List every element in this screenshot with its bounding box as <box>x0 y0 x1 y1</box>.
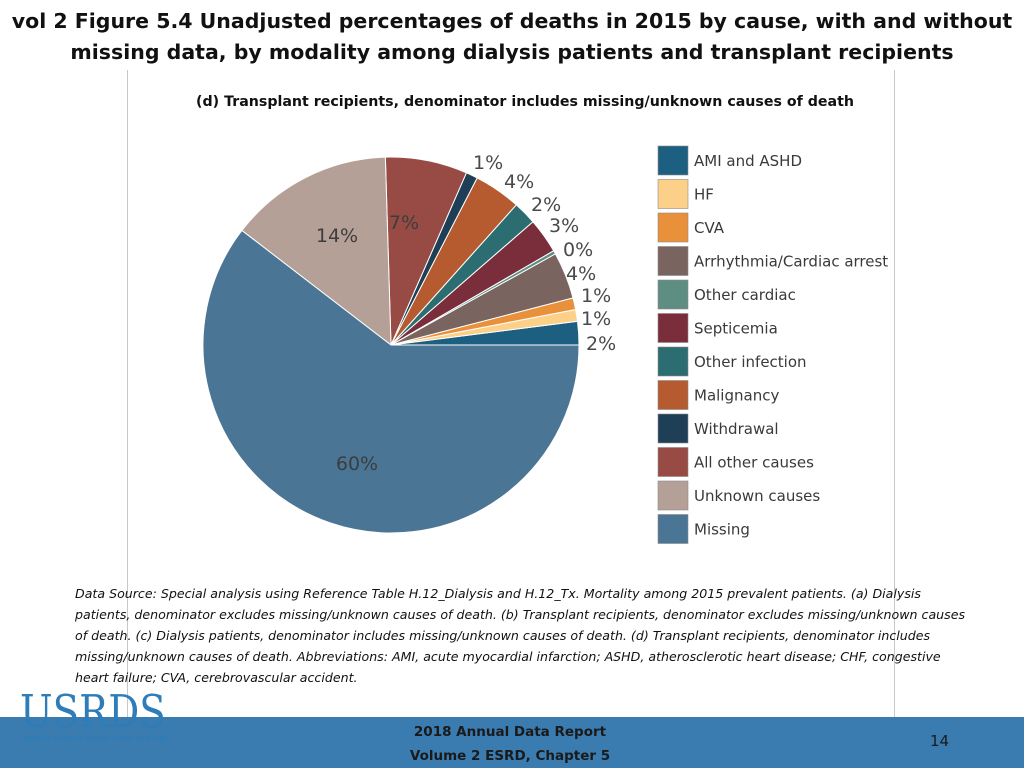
legend-label-other-infection: Other infection <box>694 353 807 371</box>
pie-label-hf: 1% <box>581 308 611 330</box>
legend-swatch-cva <box>657 212 689 243</box>
pie-label-malignancy: 4% <box>504 171 534 193</box>
chart-legend: AMI and ASHD HF CVA Arrhythmia/Cardiac arre… <box>657 145 888 544</box>
legend-swatch-septicemia <box>657 313 689 343</box>
pie-chart: (d) Transplant recipients, denominator i… <box>196 94 888 544</box>
legend-label-septicemia: Septicemia <box>694 320 778 338</box>
legend-swatch-arrhythmia-cardiac-arrest <box>657 246 689 276</box>
pie-label-arrhythmia-cardiac-arrest: 4% <box>566 263 596 285</box>
legend-label-unknown-causes: Unknown causes <box>694 487 820 505</box>
legend-label-withdrawal: Withdrawal <box>694 420 779 438</box>
usrds-logo-subtext: UNITED STATES RENAL DATA SYSTEM <box>23 735 167 743</box>
pie-label-ami-and-ashd: 2% <box>586 333 616 355</box>
slide-title: vol 2 Figure 5.4 Unadjusted percentages … <box>0 6 1024 68</box>
legend-swatch-malignancy <box>657 380 689 410</box>
slide-title-line-1: vol 2 Figure 5.4 Unadjusted percentages … <box>11 9 1013 33</box>
pie-label-withdrawal: 1% <box>473 152 503 174</box>
legend-label-hf: HF <box>694 186 714 204</box>
chart-title: (d) Transplant recipients, denominator i… <box>196 94 854 110</box>
pie-label-missing: 60% <box>336 453 378 475</box>
footer-line-1: 2018 Annual Data Report <box>413 724 607 740</box>
frame-right-line <box>894 70 895 730</box>
legend-swatch-other-infection <box>657 346 689 377</box>
usrds-logo: USRDS UNITED STATES RENAL DATA SYSTEM <box>20 688 190 746</box>
pie-label-other-infection: 2% <box>531 194 561 216</box>
pie-slices <box>202 156 580 534</box>
legend-label-arrhythmia-cardiac-arrest: Arrhythmia/Cardiac arrest <box>694 253 888 271</box>
legend-swatch-missing <box>657 514 689 544</box>
usrds-logo-text: USRDS <box>20 685 166 738</box>
data-source-note: Data Source: Special analysis using Refe… <box>75 586 966 685</box>
pie-label-other-cardiac: 0% <box>563 239 593 261</box>
legend-swatch-unknown-causes <box>657 480 689 511</box>
pie-percent-labels: 2%1%1%4%0%3%2%4%1%7%14%60% <box>316 152 616 475</box>
legend-label-ami-and-ashd: AMI and ASHD <box>694 152 802 170</box>
pie-label-all-other-causes: 7% <box>389 212 419 234</box>
page-number: 14 <box>930 732 950 750</box>
frame-left-line <box>127 70 128 720</box>
legend-swatch-withdrawal <box>657 413 689 444</box>
footer-line-2: Volume 2 ESRD, Chapter 5 <box>409 748 611 764</box>
legend-swatch-other-cardiac <box>657 279 689 310</box>
legend-label-all-other-causes: All other causes <box>694 454 814 472</box>
footer-bar <box>0 717 1024 768</box>
legend-swatch-hf <box>657 179 689 209</box>
legend-swatch-all-other-causes <box>657 447 689 477</box>
slide-title-line-2: missing data, by modality among dialysis… <box>70 40 954 64</box>
legend-label-malignancy: Malignancy <box>694 387 779 405</box>
legend-swatch-ami-and-ashd <box>657 145 689 176</box>
pie-label-unknown-causes: 14% <box>316 225 358 247</box>
legend-label-other-cardiac: Other cardiac <box>694 286 796 304</box>
pie-slice-missing <box>202 229 580 534</box>
pie-label-septicemia: 3% <box>549 215 579 237</box>
pie-slice-unknown-causes <box>241 156 392 347</box>
legend-label-cva: CVA <box>694 219 725 237</box>
pie-label-cva: 1% <box>581 285 611 307</box>
legend-label-missing: Missing <box>694 521 750 539</box>
footer-report-title: 2018 Annual Data Report Volume 2 ESRD, C… <box>380 720 640 768</box>
